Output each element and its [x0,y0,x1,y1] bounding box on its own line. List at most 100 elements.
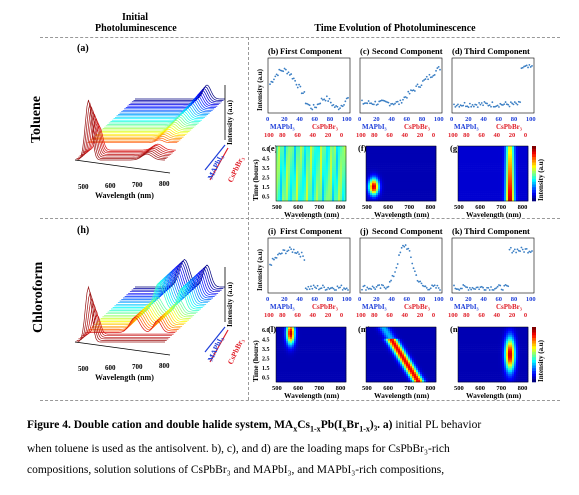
heatmap-cell [308,370,311,373]
heatmap-cell [328,185,331,188]
pl-spectrum-curve [99,125,190,132]
heatmap-cell [484,175,487,178]
data-point [323,286,326,289]
heatmap-cell [388,157,391,161]
heatmap-cell [318,199,321,202]
heatmap-cell [384,146,387,149]
top-tick-label: 60 [312,116,319,123]
heatmap-cell [304,372,307,375]
heatmap-cell [312,159,315,163]
heatmap-cell [298,157,301,161]
heatmap-cell [298,147,301,151]
heatmap-cell [338,360,341,363]
data-point [412,89,415,92]
data-point [480,285,483,288]
heatmap-cell [424,181,427,184]
heatmap-cell [322,362,325,365]
heatmap-cell [470,167,473,170]
heatmap-cell [398,157,401,161]
heatmap-cell [366,340,369,344]
heatmap-cell [368,147,371,151]
heatmap-cell [302,327,305,330]
heatmap-cell [300,370,303,373]
heatmap-cell [508,197,511,200]
heatmap-cell [384,153,387,157]
heatmap-cell [478,161,481,164]
heatmap-cell [300,146,303,149]
heatmap-cell [384,360,387,363]
heatmap-cell [344,177,347,180]
heatmap-cell [396,362,399,365]
heatmap-cell [496,167,499,170]
top-tick-label: 60 [312,296,319,303]
heatmap-cell [506,181,509,184]
heatmap-cell [398,151,401,155]
data-point [439,68,441,71]
heatmap-cell [502,179,505,182]
heatmap-cell [514,167,517,170]
heatmap-cell [342,336,345,340]
heatmap-cell [336,342,339,345]
heatmap-cell [278,175,281,178]
heatmap-cell [292,167,295,170]
heatmap-cell [318,183,321,186]
heatmap-cell [412,167,415,170]
heatmap-cell [422,173,425,176]
heatmap-cell [400,151,403,155]
heatmap-cell [474,183,477,186]
heatmap-cell [464,147,467,151]
heatmap-cell [322,147,325,151]
heatmap-cell [326,350,329,353]
top-tick-label: 100 [434,116,444,123]
heatmap-cell [500,187,503,190]
heatmap-cell [326,362,329,365]
heatmap-cell [344,149,347,153]
heatmap-cell [398,183,401,186]
heatmap-cell [412,163,415,166]
heatmap-cell [366,356,369,359]
pl-spectrum-curve [87,139,178,144]
heatmap-cell [392,175,395,178]
heatmap-cell [328,327,331,330]
heatmap-cell [340,163,343,166]
heatmap-cell [286,171,289,174]
heatmap-cell [372,378,375,381]
heatmap-cell [314,352,317,355]
data-point [402,244,404,247]
heatmap-cell [518,177,521,180]
heatmap-cell [526,153,529,157]
heatmap-cell [404,191,407,194]
heatmap-cell [480,183,483,186]
data-point [464,105,467,108]
heatmap-cell [326,185,329,188]
heatmap-cell [292,175,295,178]
data-point [312,284,315,287]
heatmap-cell [396,157,399,161]
heatmap-cell [288,147,291,151]
heatmap-cell [494,146,497,149]
heatmap-cell [316,342,319,345]
heatmap-cell [376,185,379,188]
heatmap-cell [278,187,281,190]
data-point [400,101,403,104]
heatmap-cell [394,376,397,379]
heatmap-cell [300,187,303,190]
heatmap-cell [434,165,437,168]
data-point [437,287,440,289]
heatmap-cell [278,191,281,194]
heatmap-cell [288,334,291,338]
heatmap-cell [396,356,399,359]
heatmap-cell [484,155,487,159]
heatmap-cell [490,183,493,186]
heatmap-cell [286,336,289,340]
heatmap-cell [290,352,293,355]
heatmap-cell [410,167,413,170]
heatmap-cell [326,334,329,338]
heatmap-cell [378,169,381,172]
heatmap-cell [390,159,393,163]
heatmap-cell [312,187,315,190]
heatmap-cell [494,179,497,182]
data-point [390,103,392,105]
heatmap-cell [510,161,513,164]
heatmap-cell [512,165,515,168]
